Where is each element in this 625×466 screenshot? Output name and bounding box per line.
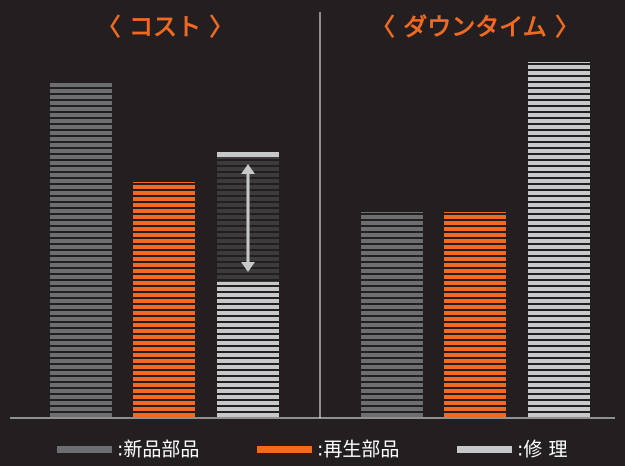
bar	[444, 212, 506, 417]
chart-title: 〈 ダウンタイム 〉	[371, 13, 579, 41]
arrow-head	[241, 164, 255, 174]
arrow-head	[241, 262, 255, 272]
legend-label: :新品部品	[117, 439, 199, 461]
bar	[133, 182, 195, 417]
bar	[361, 212, 423, 417]
chart-title: 〈 コスト 〉	[97, 13, 234, 41]
bar	[528, 62, 590, 417]
bar	[217, 282, 279, 417]
legend-swatch	[257, 446, 312, 453]
legend-label: :再生部品	[317, 439, 399, 461]
legend-swatch	[57, 446, 112, 453]
bar	[50, 82, 112, 417]
legend-label: :修 理	[517, 439, 567, 461]
legend-swatch	[457, 446, 512, 453]
previous-cap	[217, 152, 279, 157]
